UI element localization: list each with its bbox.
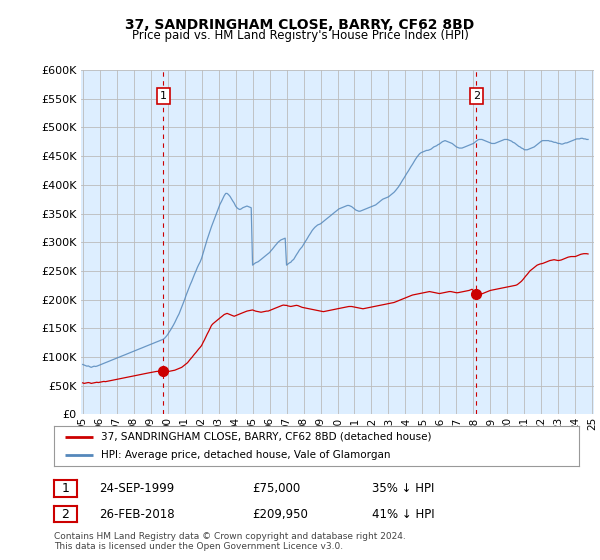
Text: 1: 1 (160, 91, 167, 101)
Text: 24-SEP-1999: 24-SEP-1999 (99, 482, 174, 495)
Text: Contains HM Land Registry data © Crown copyright and database right 2024.
This d: Contains HM Land Registry data © Crown c… (54, 532, 406, 552)
Text: 2: 2 (61, 507, 70, 521)
Text: 37, SANDRINGHAM CLOSE, BARRY, CF62 8BD: 37, SANDRINGHAM CLOSE, BARRY, CF62 8BD (125, 18, 475, 32)
Text: 41% ↓ HPI: 41% ↓ HPI (372, 507, 434, 521)
Text: 2: 2 (473, 91, 480, 101)
Text: 26-FEB-2018: 26-FEB-2018 (99, 507, 175, 521)
Text: 37, SANDRINGHAM CLOSE, BARRY, CF62 8BD (detached house): 37, SANDRINGHAM CLOSE, BARRY, CF62 8BD (… (101, 432, 432, 442)
Text: £75,000: £75,000 (252, 482, 300, 495)
Text: £209,950: £209,950 (252, 507, 308, 521)
Text: Price paid vs. HM Land Registry's House Price Index (HPI): Price paid vs. HM Land Registry's House … (131, 29, 469, 42)
Text: 1: 1 (61, 482, 70, 495)
Text: 35% ↓ HPI: 35% ↓ HPI (372, 482, 434, 495)
Text: HPI: Average price, detached house, Vale of Glamorgan: HPI: Average price, detached house, Vale… (101, 450, 391, 460)
